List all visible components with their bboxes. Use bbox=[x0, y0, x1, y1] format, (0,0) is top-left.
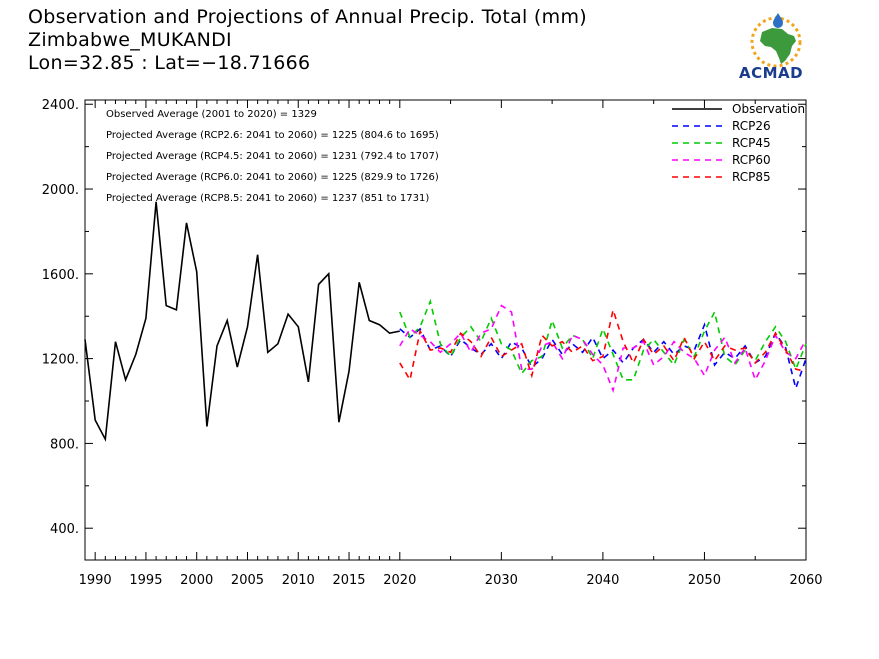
y-tick-label: 2400. bbox=[42, 98, 79, 113]
logo-text: ACMAD bbox=[739, 64, 804, 82]
x-tick-label: 1995 bbox=[129, 573, 162, 588]
annotation-text: Projected Average (RCP8.5: 2041 to 2060)… bbox=[106, 193, 429, 204]
y-tick-label: 1600. bbox=[42, 268, 79, 283]
africa-map-logo bbox=[750, 13, 802, 68]
annotation-text: Projected Average (RCP6.0: 2041 to 2060)… bbox=[106, 172, 439, 183]
x-tick-label: 2040 bbox=[586, 573, 619, 588]
x-tick-label: 2050 bbox=[688, 573, 721, 588]
station-name: Zimbabwe_MUKANDI bbox=[28, 29, 232, 51]
x-tick-label: 2005 bbox=[231, 573, 264, 588]
chart-title: Observation and Projections of Annual Pr… bbox=[28, 6, 587, 28]
legend-label-rcp26: RCP26 bbox=[732, 119, 771, 133]
y-tick-label: 400. bbox=[50, 522, 79, 537]
chart-series bbox=[84, 201, 807, 442]
series-line-rcp45 bbox=[399, 298, 807, 381]
legend-label-observation: Observation bbox=[732, 102, 805, 116]
x-tick-label: 2020 bbox=[383, 573, 416, 588]
x-tick-label: 2060 bbox=[789, 573, 822, 588]
annotation-text: Projected Average (RCP4.5: 2041 to 2060)… bbox=[106, 151, 439, 162]
chart-title-block: Observation and Projections of Annual Pr… bbox=[28, 6, 587, 75]
x-tick-label: 2000 bbox=[180, 573, 213, 588]
legend-label-rcp60: RCP60 bbox=[732, 153, 771, 167]
x-tick-label: 2015 bbox=[332, 573, 365, 588]
chart-axes: 400. 800. 1200. 1600. 2000. 2400. 1990 1995 2000… bbox=[42, 98, 823, 588]
annotation-text: Observed Average (2001 to 2020) = 1329 bbox=[106, 109, 317, 120]
plot-frame bbox=[84, 99, 807, 561]
x-tick-label: 1990 bbox=[79, 573, 112, 588]
chart-annotations: Observed Average (2001 to 2020) = 1329 Pr… bbox=[106, 109, 439, 204]
series-line-observation bbox=[84, 201, 400, 442]
series-line-rcp60 bbox=[399, 304, 807, 394]
x-tick-label: 2030 bbox=[485, 573, 518, 588]
annotation-text: Projected Average (RCP2.6: 2041 to 2060)… bbox=[106, 130, 439, 141]
series-line-rcp85 bbox=[399, 306, 807, 382]
legend-label-rcp85: RCP85 bbox=[732, 170, 771, 184]
station-coordinates: Lon=32.85 : Lat=−18.71666 bbox=[28, 52, 311, 74]
x-tick-label: 2010 bbox=[282, 573, 315, 588]
chart-legend: Observation RCP26 RCP45 RCP60 RCP85 bbox=[672, 102, 805, 184]
water-drop-icon bbox=[773, 13, 783, 28]
africa-shape-icon bbox=[760, 28, 796, 64]
y-tick-label: 800. bbox=[50, 437, 79, 452]
y-tick-label: 1200. bbox=[42, 353, 79, 368]
legend-label-rcp45: RCP45 bbox=[732, 136, 771, 150]
y-tick-label: 2000. bbox=[42, 183, 79, 198]
